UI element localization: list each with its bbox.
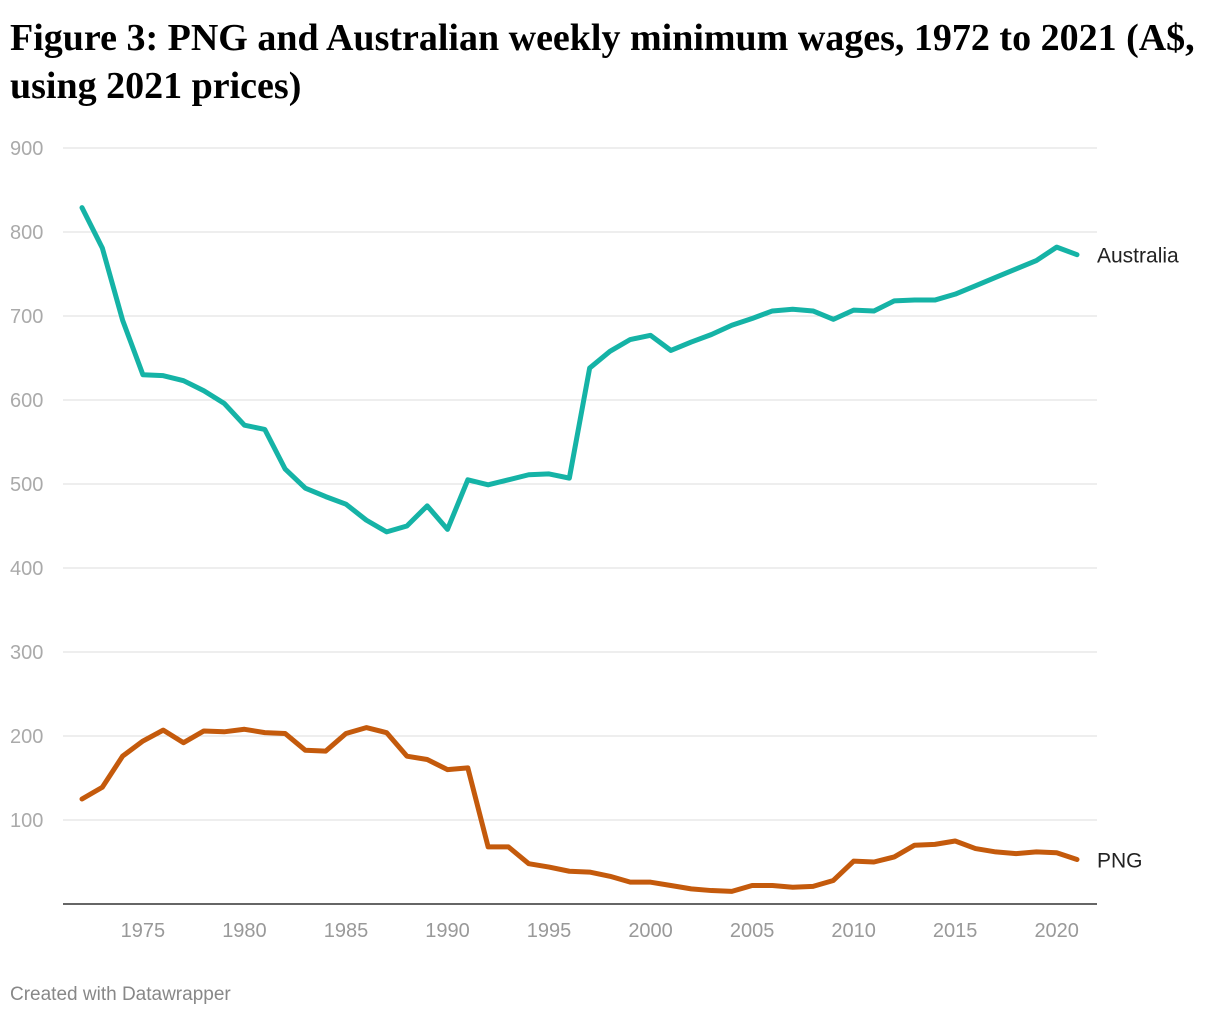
series-label-png: PNG	[1097, 849, 1143, 872]
x-tick-label: 1980	[222, 920, 267, 942]
y-axis-tick-labels: 100 200 300 400 500 600 700 800 900	[10, 138, 43, 832]
x-tick-label: 2000	[628, 920, 673, 942]
x-tick-label: 2010	[831, 920, 876, 942]
y-tick-label: 300	[10, 642, 43, 664]
x-tick-label: 2020	[1034, 920, 1079, 942]
x-tick-label: 1985	[324, 920, 369, 942]
x-axis-tick-labels: 1975 1980 1985 1990 1995 2000 2005 2010 2015 2020	[121, 920, 1079, 942]
series-line-png	[79, 725, 1080, 894]
x-tick-label: 1990	[425, 920, 470, 942]
series-label-australia: Australia	[1097, 245, 1179, 268]
y-tick-label: 200	[10, 726, 43, 748]
gridlines	[63, 147, 1097, 821]
y-tick-label: 100	[10, 810, 43, 832]
series-line-australia	[79, 205, 1080, 535]
x-tick-label: 1995	[527, 920, 572, 942]
x-tick-label: 2005	[730, 920, 775, 942]
footer-credit: Created with Datawrapper	[10, 984, 231, 1005]
series-labels: Australia PNG	[1097, 245, 1179, 873]
chart-title: Figure 3: PNG and Australian weekly mini…	[10, 17, 1195, 107]
y-tick-label: 600	[10, 390, 43, 412]
y-tick-label: 700	[10, 306, 43, 328]
x-tick-label: 1975	[121, 920, 166, 942]
y-tick-label: 500	[10, 474, 43, 496]
series-lines	[79, 205, 1080, 894]
y-tick-label: 400	[10, 558, 43, 580]
x-tick-label: 2015	[933, 920, 978, 942]
y-tick-label: 800	[10, 222, 43, 244]
y-tick-label: 900	[10, 138, 43, 160]
